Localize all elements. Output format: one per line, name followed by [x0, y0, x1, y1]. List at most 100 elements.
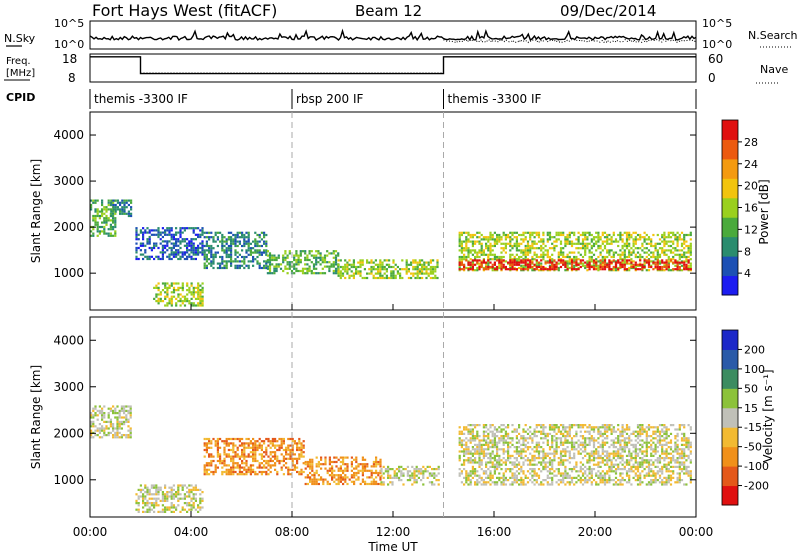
heatmap-cell	[496, 450, 499, 453]
heatmap-cell	[623, 242, 626, 245]
heatmap-cell	[599, 474, 602, 477]
heatmap-cell	[498, 264, 501, 267]
heatmap-cell	[612, 240, 615, 243]
heatmap-cell	[96, 225, 99, 229]
heatmap-cell	[592, 443, 596, 446]
heatmap-cell	[562, 476, 565, 479]
heatmap-cell	[579, 242, 582, 245]
heatmap-cell	[317, 250, 320, 253]
heatmap-cell	[469, 441, 472, 444]
heatmap-cell	[614, 483, 618, 486]
heatmap-cell	[116, 429, 119, 432]
heatmap-cell	[614, 265, 618, 269]
heatmap-cell	[592, 446, 596, 449]
heatmap-cell	[170, 300, 173, 303]
heatmap-cell	[103, 420, 106, 423]
heatmap-cell	[493, 428, 496, 431]
heatmap-cell	[161, 497, 164, 500]
heatmap-cell	[328, 456, 331, 459]
heatmap-cell	[674, 264, 677, 267]
heatmap-cell	[511, 247, 514, 250]
heatmap-cell	[634, 253, 637, 256]
heatmap-cell	[458, 263, 461, 266]
heatmap-cell	[621, 262, 624, 265]
heatmap-cell	[260, 448, 263, 452]
heatmap-cell	[544, 457, 547, 460]
heatmap-cell	[434, 265, 437, 269]
heatmap-cell	[306, 463, 309, 466]
heatmap-cell	[608, 474, 611, 477]
heatmap-cell	[112, 228, 115, 231]
heatmap-cell	[601, 249, 604, 252]
heatmap-cell	[234, 462, 237, 465]
heatmap-cell	[566, 472, 569, 475]
heatmap-cell	[135, 508, 138, 511]
heatmap-cell	[601, 242, 604, 245]
heatmap-cell	[155, 497, 158, 500]
heatmap-cell	[665, 261, 668, 264]
heatmap-cell	[507, 448, 510, 451]
heatmap-cell	[321, 267, 324, 270]
heatmap-cell	[406, 472, 409, 475]
heatmap-cell	[568, 441, 571, 444]
heatmap-cell	[304, 272, 307, 275]
heatmap-cell	[551, 236, 554, 239]
heatmap-cell	[489, 483, 492, 486]
heatmap-cell	[577, 263, 580, 266]
heatmap-cell	[274, 464, 277, 467]
heatmap-cell	[509, 483, 512, 486]
heatmap-cell	[537, 265, 541, 269]
heatmap-cell	[216, 236, 219, 239]
heatmap-cell	[192, 238, 195, 241]
heatmap-cell	[463, 454, 466, 457]
heatmap-cell	[432, 270, 435, 273]
heatmap-cell	[546, 470, 549, 473]
y-tick-label: 2000	[53, 220, 84, 234]
heatmap-cell	[170, 251, 173, 254]
heatmap-cell	[599, 481, 602, 484]
heatmap-cell	[125, 199, 128, 202]
heatmap-cell	[520, 452, 523, 455]
heatmap-cell	[474, 468, 477, 471]
heatmap-cell	[148, 229, 151, 232]
heatmap-cell	[276, 444, 279, 447]
heatmap-cell	[463, 432, 466, 435]
heatmap-cell	[557, 262, 560, 265]
heatmap-cell	[135, 235, 138, 239]
heatmap-cell	[603, 476, 607, 479]
heatmap-cell	[568, 476, 571, 479]
heatmap-cell	[114, 436, 117, 439]
heatmap-cell	[181, 227, 184, 230]
heatmap-cell	[317, 474, 320, 477]
heatmap-cell	[559, 459, 563, 462]
heatmap-cell	[302, 462, 305, 465]
heatmap-cell	[107, 228, 110, 231]
heatmap-cell	[641, 236, 644, 239]
heatmap-cell	[531, 463, 534, 466]
heatmap-cell	[623, 468, 626, 471]
heatmap-cell	[258, 453, 261, 456]
heatmap-cell	[689, 233, 692, 237]
heatmap-cell	[357, 270, 360, 273]
heatmap-cell	[175, 491, 178, 494]
heatmap-cell	[210, 264, 213, 267]
heatmap-cell	[458, 242, 461, 245]
heatmap-cell	[590, 474, 593, 477]
heatmap-cell	[304, 460, 307, 464]
heatmap-cell	[201, 242, 204, 245]
heatmap-cell	[471, 244, 474, 248]
nsky-tick-bottom: 10^0	[54, 38, 84, 51]
heatmap-cell	[511, 483, 514, 486]
heatmap-cell	[344, 263, 347, 266]
heatmap-cell	[568, 424, 571, 427]
heatmap-cell	[531, 481, 534, 484]
heatmap-cell	[170, 227, 173, 230]
heatmap-cell	[570, 468, 574, 471]
heatmap-cell	[621, 426, 624, 429]
heatmap-cell	[683, 260, 686, 263]
heatmap-cell	[139, 491, 142, 494]
heatmap-cell	[107, 232, 110, 235]
heatmap-cell	[194, 486, 197, 489]
heatmap-cell	[304, 476, 307, 479]
heatmap-cell	[522, 259, 525, 262]
